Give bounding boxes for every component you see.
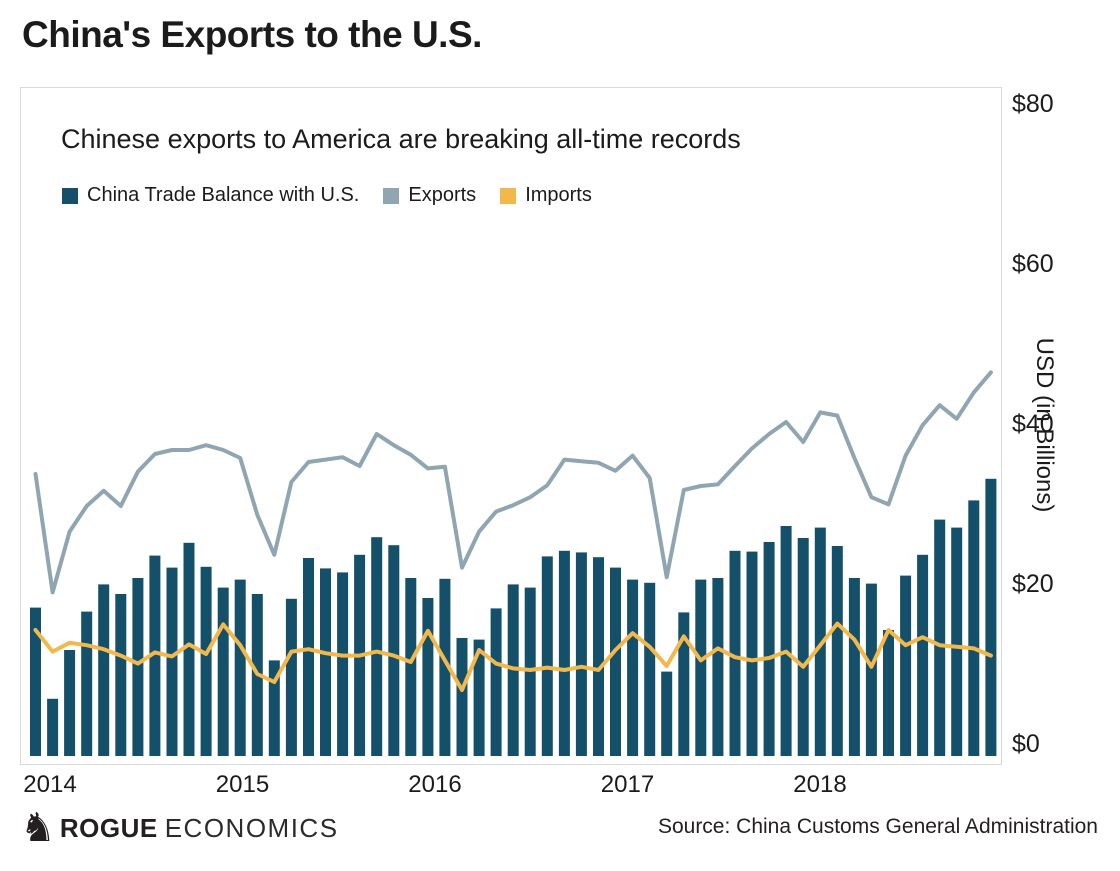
trade-balance-bar [371,537,383,756]
trade-balance-bar [900,575,912,756]
trade-balance-bar [405,578,417,756]
chart-plot [30,370,997,756]
chart-subtitle: Chinese exports to America are breaking … [61,124,741,154]
trade-balance-bar [115,594,127,756]
trade-balance-bar [558,550,570,756]
trade-balance-bar [439,578,451,756]
trade-balance-bar [456,638,468,756]
source-attribution: Source: China Customs General Administra… [657,815,1098,838]
trade-balance-bar [848,578,860,756]
trade-balance-bar [388,545,400,756]
trade-balance-bar [234,579,246,756]
publisher-logo: ♞ ROGUE ECONOMICS [20,808,339,848]
trade-balance-bar [661,671,673,756]
trade-balance-bar [149,555,161,756]
y-axis-tick-label: $0 [1012,730,1040,758]
trade-balance-bar [303,558,314,756]
y-axis-tick-label: $40 [1012,410,1054,438]
trade-balance-bar [541,556,553,756]
legend-swatch-icon [62,187,78,204]
trade-balance-bar [968,500,980,756]
imports-line [33,621,993,692]
trade-balance-bar [320,568,331,756]
trade-balance-bar [490,608,502,756]
trade-balance-bar [132,578,144,756]
trade-balance-bar [644,582,656,756]
legend-label: Imports [525,184,592,206]
trade-balance-bar [695,579,707,756]
trade-balance-bar [814,527,826,756]
trade-balance-bar [47,698,59,756]
y-axis-tick-label: $20 [1012,570,1054,598]
trade-balance-bar [473,639,485,756]
trade-balance-bar [337,572,349,756]
trade-balance-bar [678,612,690,756]
trade-balance-bar [81,611,93,756]
trade-balance-bar [593,557,604,756]
logo-text-light: ECONOMICS [164,812,339,843]
trade-balance-bar [797,538,809,756]
x-axis-year-label: 2017 [600,771,655,798]
chart-legend: China Trade Balance with U.S. Exports Impo… [62,184,616,210]
trade-balance-bar [746,551,758,756]
page-title: China's Exports to the U.S. [22,14,482,55]
trade-balance-bar [883,630,894,756]
trade-balance-bar [183,542,195,756]
y-axis-tick-label: $60 [1012,250,1054,278]
legend-label: China Trade Balance with U.S. [87,184,360,206]
trade-balance-bar [166,567,178,756]
trade-balance-bar [831,546,843,756]
x-axis-year-label: 2016 [408,771,462,798]
trade-balance-bar [98,584,110,756]
legend-label: Exports [408,184,477,206]
chart-panel: Chinese exports to America are breaking … [20,87,1002,765]
x-axis-year-label: 2018 [793,771,847,798]
legend-item: China Trade Balance with U.S. [62,184,359,207]
trade-balance-bar [30,607,41,756]
trade-balance-bar [64,650,76,756]
trade-balance-bar [780,526,792,756]
trade-balance-bar [763,542,775,756]
logo-text-bold: ROGUE [59,812,158,843]
legend-item: Exports [383,184,476,207]
trade-balance-bar [985,478,997,756]
trade-balance-bar [729,550,741,756]
exports-line [33,370,993,595]
trade-balance-bar [934,519,946,756]
trade-balance-bar [712,578,724,756]
trade-balance-bar [951,527,963,756]
legend-swatch-icon [383,187,400,204]
trade-balance-bar [865,583,877,756]
trade-balance-bar [217,587,229,756]
trade-balance-bar [422,598,434,756]
trade-balance-bar [285,598,297,756]
trade-balance-bar [575,552,587,756]
trade-balance-bar [200,566,212,756]
y-axis-tick-label: $80 [1012,90,1054,118]
trade-balance-bar [917,554,929,756]
trade-balance-bar [610,567,621,756]
knight-chess-icon: ♞ [20,805,56,851]
x-axis-year-label: 2014 [23,771,77,798]
legend-item: Imports [500,184,592,207]
x-axis-year-label: 2015 [215,771,270,798]
trade-balance-bar [268,660,280,756]
trade-balance-bar [627,579,639,756]
legend-swatch-icon [500,187,517,204]
